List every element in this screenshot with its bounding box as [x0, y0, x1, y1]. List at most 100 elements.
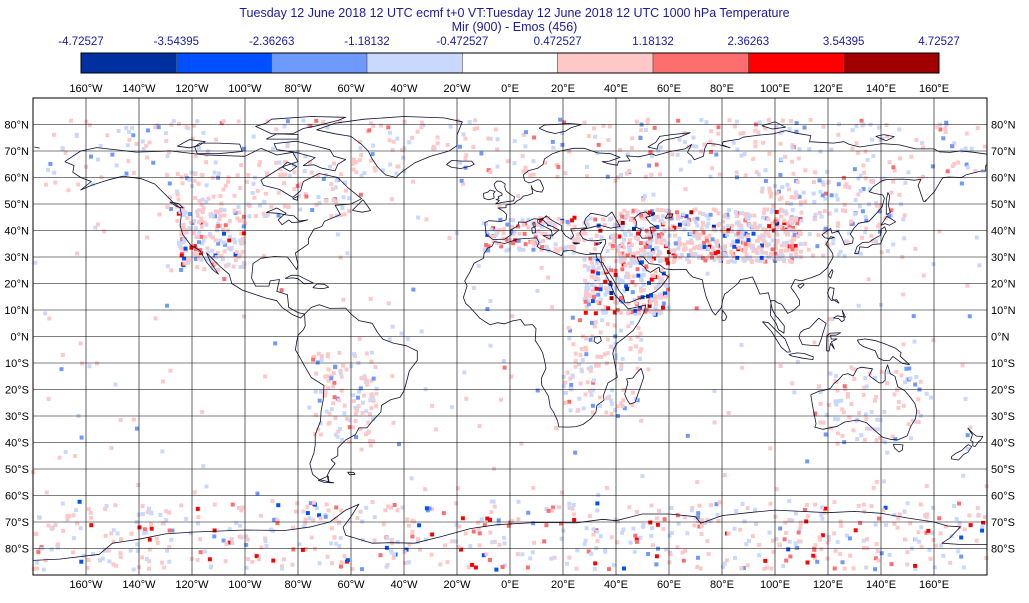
- difference-cell: [928, 556, 933, 561]
- difference-cell: [794, 121, 799, 126]
- difference-cell: [338, 371, 343, 376]
- difference-cell: [476, 520, 481, 525]
- difference-cell: [744, 542, 749, 547]
- difference-cell: [127, 137, 132, 142]
- difference-cell: [850, 128, 855, 133]
- difference-cell: [862, 385, 867, 390]
- difference-cell: [355, 516, 360, 520]
- difference-cell: [167, 528, 172, 533]
- difference-cell: [274, 127, 279, 132]
- difference-cell: [926, 528, 931, 533]
- difference-cell: [937, 229, 942, 234]
- lon-label-top: 120°E: [813, 83, 843, 95]
- difference-cell: [777, 257, 782, 261]
- difference-cell: [116, 129, 121, 133]
- difference-cell: [620, 299, 625, 304]
- difference-cell: [619, 401, 623, 406]
- difference-cell: [714, 502, 719, 507]
- difference-cell: [251, 134, 256, 139]
- difference-cell: [913, 246, 918, 251]
- difference-cell: [594, 267, 599, 272]
- difference-cell: [554, 162, 559, 167]
- difference-cell: [669, 216, 674, 221]
- difference-cell: [600, 257, 605, 262]
- difference-cell: [650, 543, 655, 548]
- difference-cell: [407, 140, 412, 145]
- difference-cell: [646, 117, 651, 122]
- difference-cell: [694, 306, 699, 311]
- difference-cell: [960, 148, 965, 153]
- difference-cell: [769, 566, 774, 571]
- difference-cell: [555, 248, 560, 253]
- difference-cell: [643, 209, 648, 214]
- difference-cell: [780, 225, 785, 230]
- difference-cell: [280, 564, 284, 569]
- difference-cell: [572, 237, 577, 242]
- difference-cell: [839, 398, 844, 403]
- difference-cell: [858, 521, 863, 526]
- difference-cell: [808, 117, 813, 122]
- lat-label-right: 70°N: [991, 146, 1016, 158]
- coastline-tasmania: [892, 444, 904, 453]
- difference-cell: [531, 159, 536, 164]
- difference-cell: [687, 240, 692, 245]
- difference-cell: [896, 399, 901, 404]
- difference-cell: [192, 490, 197, 495]
- difference-cell: [774, 210, 779, 214]
- difference-cell: [798, 242, 803, 246]
- difference-cell: [270, 529, 275, 534]
- difference-cell: [598, 395, 602, 400]
- difference-cell: [797, 194, 802, 199]
- difference-cell: [681, 558, 686, 563]
- difference-cell: [342, 212, 347, 217]
- difference-cell: [314, 371, 319, 376]
- difference-cell: [566, 326, 571, 330]
- difference-cell: [913, 419, 918, 424]
- difference-cell: [795, 545, 800, 550]
- difference-cell: [700, 220, 705, 225]
- difference-cell: [516, 194, 521, 199]
- difference-cell: [477, 531, 482, 536]
- difference-cell: [51, 525, 55, 530]
- difference-cell: [770, 207, 775, 212]
- difference-cell: [753, 128, 758, 133]
- difference-cell: [619, 367, 624, 372]
- difference-cell: [535, 288, 540, 293]
- difference-cell: [591, 380, 596, 385]
- difference-cell: [733, 555, 737, 560]
- difference-cell: [695, 565, 700, 569]
- difference-cell: [239, 241, 244, 246]
- difference-cell: [235, 216, 240, 221]
- difference-cell: [399, 331, 404, 336]
- difference-cell: [865, 546, 870, 551]
- difference-cell: [670, 152, 675, 157]
- difference-cell: [372, 538, 377, 543]
- difference-cell: [639, 260, 644, 265]
- difference-cell: [767, 530, 772, 535]
- difference-cell: [858, 173, 863, 178]
- difference-cell: [445, 560, 450, 565]
- difference-cell: [258, 513, 263, 518]
- difference-cell: [605, 174, 610, 179]
- difference-cell: [897, 192, 902, 197]
- difference-cell: [147, 506, 151, 511]
- difference-cell: [616, 248, 620, 253]
- difference-cell: [862, 437, 867, 442]
- difference-cell: [640, 226, 644, 231]
- difference-cell: [236, 205, 241, 210]
- difference-cell: [721, 219, 725, 224]
- difference-cell: [603, 305, 608, 310]
- difference-cell: [845, 391, 850, 396]
- lon-label-bottom: 80°E: [710, 579, 734, 591]
- difference-cell: [712, 420, 717, 425]
- difference-cell: [135, 548, 140, 553]
- difference-cell: [812, 217, 817, 222]
- difference-cell: [696, 515, 701, 520]
- difference-cell: [316, 427, 321, 432]
- difference-cell: [795, 221, 800, 226]
- difference-cell: [628, 238, 632, 243]
- difference-cell: [785, 240, 790, 245]
- difference-cell: [332, 535, 337, 540]
- difference-cell: [71, 513, 76, 518]
- coastline-sicily: [542, 234, 552, 240]
